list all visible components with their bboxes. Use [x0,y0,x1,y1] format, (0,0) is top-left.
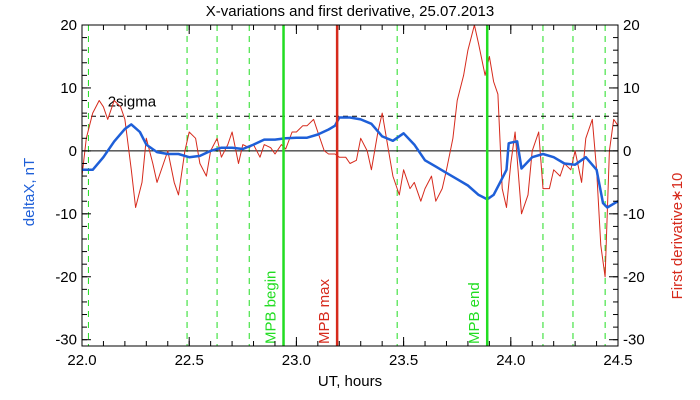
x-tick-label-4: 24.0 [496,352,525,369]
y-right-tick-label-3: -10 [623,206,645,223]
x-tick-label-0: 22.0 [67,352,96,369]
x-tick-label-2: 23.0 [282,352,311,369]
mpb-max-label: MPB max [316,278,333,344]
mpb-begin-label: MPB begin [263,271,280,344]
x-tick-label-5: 24.5 [603,352,632,369]
chart-title: X-variations and first derivative, 25.07… [206,3,495,20]
y-right-tick-label-4: -20 [623,269,645,286]
y-right-tick-label-2: 0 [623,143,631,160]
y-left-tick-label-1: 10 [60,80,77,97]
derivative-line [81,24,619,278]
mpb-end-label: MPB end [466,282,483,344]
x-axis-label: UT, hours [318,373,382,390]
y-left-tick-label-5: -30 [55,332,77,349]
y-left-tick-label-2: 0 [69,143,77,160]
y-right-tick-label-0: 20 [623,17,640,34]
y-axis-right-label: First derivative∗10 [669,173,686,300]
y-right-tick-label-5: -30 [623,332,645,349]
y-left-tick-label-0: 20 [60,17,77,34]
y-left-tick-label-4: -20 [55,269,77,286]
plot-frame [81,24,619,347]
deltax-line [82,116,619,209]
y-left-tick-label-3: -10 [55,206,77,223]
y-right-tick-label-1: 10 [623,80,640,97]
axis-ticks: 22.0 22.5 23.0 23.5 24.0 24.5 20 10 0 -10 -20 -30 20… [55,17,644,369]
x-tick-label-1: 22.5 [175,352,204,369]
x-tick-label-3: 23.5 [389,352,418,369]
y-axis-left-label: deltaX, nT [21,158,38,226]
